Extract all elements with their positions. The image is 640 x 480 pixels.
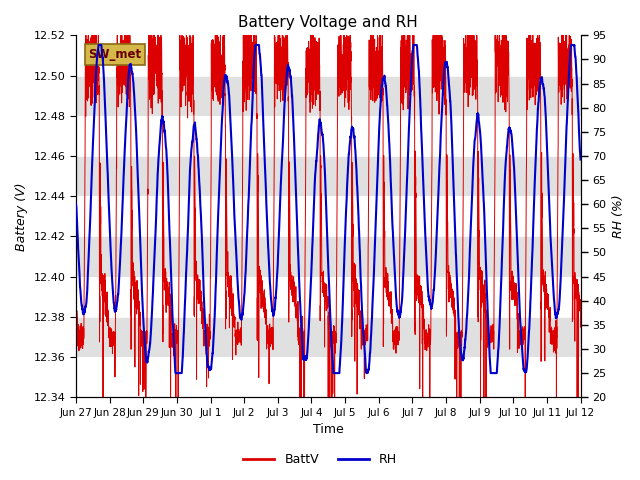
Text: SW_met: SW_met <box>88 48 141 61</box>
Y-axis label: Battery (V): Battery (V) <box>15 182 28 251</box>
Y-axis label: RH (%): RH (%) <box>612 194 625 238</box>
Bar <box>76 156 580 196</box>
Bar <box>76 317 580 357</box>
X-axis label: Time: Time <box>313 423 344 436</box>
Bar <box>76 75 580 116</box>
Bar <box>76 236 580 276</box>
Legend: BattV, RH: BattV, RH <box>238 448 402 471</box>
Title: Battery Voltage and RH: Battery Voltage and RH <box>238 15 418 30</box>
